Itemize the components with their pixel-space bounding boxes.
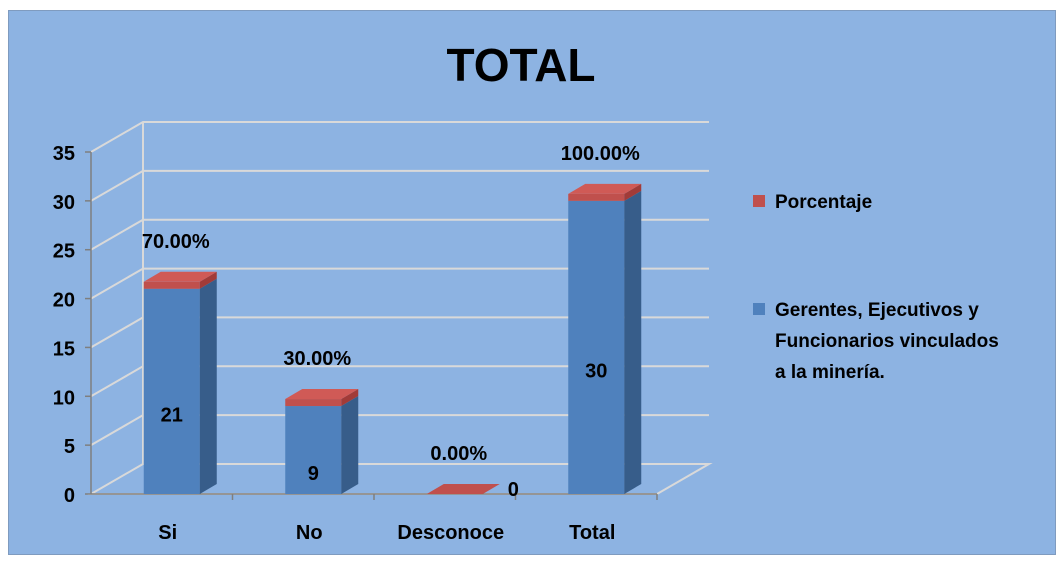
y-tick-label: 15	[53, 338, 75, 360]
bar-series-2-top	[285, 389, 359, 400]
y-tick-label: 30	[53, 192, 75, 214]
bar-series-2-front	[143, 281, 200, 289]
y-axis: 0 5 10 15 20 25 30 35	[53, 143, 92, 507]
legend-swatch	[753, 195, 765, 207]
y-tick-label: 25	[53, 241, 75, 263]
data-label-series-1: 21	[161, 404, 183, 426]
bar-series-1-front	[285, 406, 342, 494]
bar-series-2-top	[568, 183, 642, 194]
bar-series-2-side	[341, 389, 359, 407]
chart-title: TOTAL	[446, 39, 595, 91]
gridline	[90, 316, 709, 349]
bar-series-2-front	[568, 193, 625, 201]
legend-label: Funcionarios vinculados	[775, 331, 999, 352]
y-tick-label: 35	[53, 143, 75, 165]
bar-series-2-top	[143, 271, 217, 282]
gridline	[90, 414, 709, 447]
bar-series-1-front	[143, 288, 200, 494]
bar-series-2-side	[624, 183, 642, 201]
bar-series-2-front	[285, 399, 342, 407]
data-label-series-1: 9	[308, 463, 319, 485]
data-label-series-2: 70.00%	[142, 231, 210, 253]
bar-series-1-side	[199, 278, 217, 494]
x-axis: Si No Desconoce Total	[91, 493, 658, 544]
bar-series-2-top	[426, 484, 500, 494]
x-category-label: Si	[158, 522, 177, 544]
bar-series-1-front	[568, 200, 625, 494]
plot-walls	[87, 121, 713, 495]
legend-label: a la minería.	[775, 362, 885, 383]
legend-label: Gerentes, Ejecutivos y	[775, 300, 979, 321]
bar-series-1-side	[341, 396, 359, 494]
bars: 21 70.00% 9 30.00% 0 0.00% 30 100.00%	[142, 143, 642, 501]
gridline	[90, 267, 709, 300]
y-tick-label: 20	[53, 290, 75, 312]
y-tick-label: 10	[53, 387, 75, 409]
x-category-label: Desconoce	[397, 522, 504, 544]
gridline	[90, 121, 709, 153]
legend-label: Porcentaje	[775, 192, 872, 213]
x-category-label: No	[296, 522, 323, 544]
bar-series-1-side	[624, 190, 642, 494]
data-label-series-2: 30.00%	[283, 348, 351, 370]
gridline	[90, 218, 709, 251]
gridline	[90, 169, 709, 202]
y-tick-label: 5	[64, 436, 75, 458]
data-label-series-1: 30	[585, 360, 607, 382]
data-label-series-2: 100.00%	[561, 143, 640, 165]
bar-series-2-side	[199, 271, 217, 289]
y-tick-label: 0	[64, 485, 75, 507]
x-category-label: Total	[569, 522, 615, 544]
chart-area: TOTAL 0 5 10 15 20 25 30 35 Si No Desconoce Total …	[8, 10, 1056, 555]
legend-swatch	[753, 303, 765, 315]
legend: Porcentaje Gerentes, Ejecutivos y Funciona…	[753, 192, 999, 383]
gridline	[90, 365, 709, 398]
data-label-series-1: 0	[508, 479, 519, 501]
data-label-series-2: 0.00%	[430, 443, 487, 465]
